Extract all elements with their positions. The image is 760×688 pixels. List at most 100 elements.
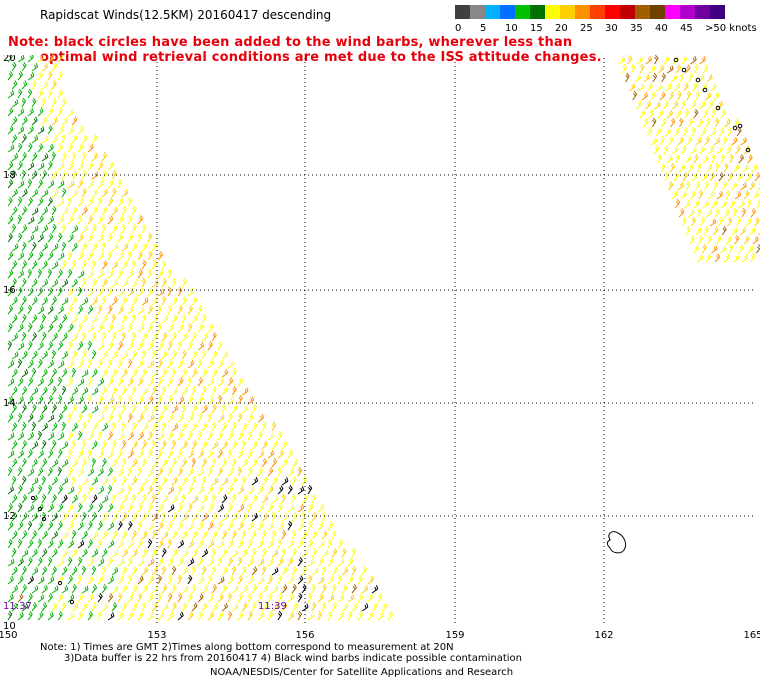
wind-barb bbox=[17, 611, 24, 621]
wind-barb bbox=[347, 594, 355, 603]
wind-barb bbox=[91, 422, 99, 432]
wind-barb bbox=[71, 225, 79, 234]
wind-barb bbox=[297, 610, 303, 621]
wind-barb bbox=[41, 153, 49, 162]
wind-barb bbox=[689, 146, 697, 155]
legend-swatch bbox=[470, 5, 485, 19]
wind-barb bbox=[141, 601, 147, 612]
wind-barb bbox=[377, 592, 383, 603]
attitude-note-line-1: Note: black circles have been added to t… bbox=[8, 35, 573, 50]
wind-barb bbox=[117, 288, 125, 297]
wind-barb bbox=[77, 484, 83, 495]
wind-barb bbox=[151, 439, 156, 450]
wind-barb bbox=[686, 136, 693, 146]
wind-barb bbox=[191, 530, 198, 540]
wind-barb bbox=[77, 162, 85, 171]
wind-barb bbox=[107, 450, 115, 459]
wind-barb bbox=[131, 403, 137, 414]
wind-barb bbox=[97, 414, 105, 423]
wind-barb bbox=[91, 242, 98, 252]
wind-barb bbox=[17, 126, 25, 135]
wind-barb bbox=[41, 475, 47, 486]
wind-barb bbox=[67, 305, 73, 315]
wind-barb bbox=[287, 593, 294, 603]
wind-barb bbox=[27, 322, 33, 333]
wind-barb bbox=[57, 55, 63, 63]
wind-barb bbox=[111, 602, 118, 612]
wind-barb bbox=[729, 153, 734, 164]
wind-barb bbox=[653, 145, 660, 155]
wind-barb bbox=[51, 279, 59, 288]
wind-barb bbox=[101, 458, 107, 468]
wind-barb bbox=[101, 548, 108, 558]
wind-barb bbox=[648, 65, 656, 74]
wind-barb bbox=[107, 377, 114, 387]
wind-barb bbox=[201, 475, 207, 486]
wind-barb bbox=[21, 134, 27, 144]
legend-swatch bbox=[560, 5, 575, 19]
contamination-circle bbox=[57, 580, 63, 586]
wind-barb bbox=[21, 494, 28, 504]
wind-barb bbox=[217, 449, 223, 459]
wind-barb bbox=[87, 180, 95, 189]
wind-barb bbox=[81, 477, 89, 486]
wind-barb bbox=[57, 252, 65, 261]
wind-barb bbox=[291, 512, 298, 522]
wind-barb bbox=[147, 593, 154, 603]
wind-barb bbox=[61, 223, 67, 234]
wind-barb bbox=[91, 512, 97, 522]
wind-barb bbox=[686, 90, 692, 101]
wind-barb bbox=[151, 585, 159, 594]
wind-barb bbox=[211, 441, 219, 450]
wind-barb bbox=[251, 566, 258, 576]
wind-barb bbox=[121, 331, 126, 342]
wind-barb bbox=[327, 575, 335, 585]
wind-barb bbox=[81, 439, 87, 450]
wind-barb bbox=[237, 539, 244, 549]
wind-barb bbox=[67, 215, 74, 225]
wind-barb bbox=[167, 268, 173, 279]
wind-barb bbox=[704, 136, 710, 146]
wind-barb bbox=[47, 377, 54, 387]
latitude-label: 14 bbox=[3, 398, 16, 409]
longitude-label: 159 bbox=[445, 630, 464, 641]
wind-barb bbox=[137, 592, 143, 603]
wind-barb bbox=[750, 164, 758, 173]
wind-barb bbox=[37, 413, 44, 423]
wind-barb bbox=[21, 512, 28, 522]
wind-barb bbox=[747, 154, 753, 164]
wind-barb bbox=[157, 449, 163, 459]
wind-barb bbox=[61, 97, 67, 108]
wind-barb bbox=[231, 457, 237, 468]
wind-barb bbox=[157, 395, 163, 405]
wind-barb bbox=[311, 493, 317, 504]
wind-barb bbox=[47, 197, 53, 207]
wind-barb bbox=[91, 206, 98, 216]
wind-barb bbox=[17, 142, 23, 153]
wind-barb bbox=[27, 593, 33, 603]
wind-barb bbox=[91, 223, 97, 234]
wind-barb bbox=[201, 332, 209, 342]
legend-label: >50 knots bbox=[705, 23, 757, 34]
wind-barb bbox=[87, 376, 93, 387]
wind-barb bbox=[107, 593, 114, 603]
wind-barb bbox=[277, 449, 284, 459]
wind-barb bbox=[187, 287, 195, 297]
wind-barb bbox=[11, 61, 17, 72]
wind-barb bbox=[688, 72, 694, 83]
wind-barb bbox=[679, 72, 685, 83]
wind-barb bbox=[718, 172, 724, 182]
wind-barb bbox=[11, 99, 19, 108]
wind-barb bbox=[47, 414, 55, 423]
wind-barb bbox=[718, 216, 724, 227]
wind-barb bbox=[101, 440, 108, 450]
wind-barb bbox=[271, 511, 277, 522]
wind-barb bbox=[636, 100, 643, 110]
wind-barb bbox=[121, 205, 127, 216]
wind-barb bbox=[97, 467, 104, 477]
legend-label: 25 bbox=[580, 23, 593, 34]
wind-barb bbox=[81, 206, 88, 216]
wind-barb bbox=[51, 151, 56, 162]
wind-barb bbox=[137, 558, 145, 567]
wind-barb bbox=[711, 153, 716, 164]
